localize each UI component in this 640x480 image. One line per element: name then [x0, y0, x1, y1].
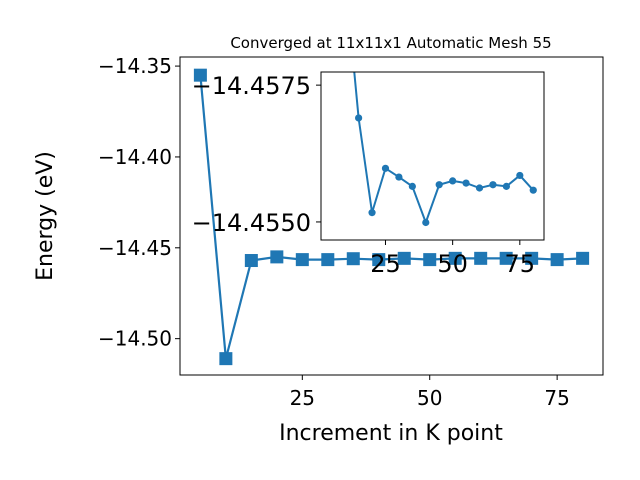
- inset-data-point: [408, 182, 416, 190]
- main-data-point: [525, 251, 539, 265]
- inset-data-point: [462, 179, 470, 187]
- inset-data-point: [368, 209, 376, 217]
- inset-data-point: [449, 177, 457, 185]
- inset-data-point: [422, 218, 430, 227]
- main-x-tick-label: 50: [417, 386, 442, 410]
- main-data-point: [295, 253, 309, 267]
- main-y-tick-label: −14.35: [98, 54, 172, 78]
- inset-plot-frame: [320, 71, 545, 241]
- main-x-tick-label: 25: [290, 386, 315, 410]
- inset-data-point: [381, 164, 390, 172]
- main-data-point: [448, 251, 462, 265]
- main-y-tick-label: −14.50: [98, 327, 172, 351]
- x-axis-label: Increment in K point: [279, 421, 503, 446]
- inset-data-point: [516, 171, 524, 180]
- inset-data-point: [489, 181, 497, 189]
- inset-plot-background: [321, 72, 544, 240]
- main-series-line: [199, 75, 583, 359]
- main-data-point: [193, 68, 207, 82]
- main-data-point: [270, 250, 284, 264]
- main-y-ticks: −14.35 −14.40 −14.45 −14.50: [98, 54, 180, 351]
- inset-y-ticks: −14.4575 −14.4550: [192, 72, 321, 237]
- inset-data-point: [435, 181, 443, 189]
- main-data-point: [550, 253, 564, 267]
- main-chart: −14.35 −14.40 −14.45 −14.50 25 50 75 Converge…: [33, 34, 604, 446]
- main-series-markers: [193, 68, 590, 366]
- main-y-tick-label: −14.40: [98, 145, 172, 169]
- inset-data-point: [475, 184, 484, 192]
- main-data-point: [576, 251, 590, 265]
- main-data-point: [474, 251, 488, 265]
- main-data-point: [244, 254, 258, 268]
- main-data-point: [321, 253, 335, 267]
- main-data-point: [423, 253, 437, 267]
- chart-title: Converged at 11x11x1 Automatic Mesh 55: [230, 34, 551, 52]
- inset-series-markers: [355, 114, 537, 227]
- inset-y-tick-label: −14.4575: [192, 72, 311, 100]
- main-data-point: [346, 252, 360, 266]
- inset-x-tick-label: 75: [505, 250, 536, 278]
- main-x-ticks: 25 50 75: [290, 375, 570, 410]
- main-x-tick-label: 75: [544, 386, 569, 410]
- inset-data-point: [395, 173, 403, 181]
- inset-data-point: [529, 186, 537, 194]
- main-data-point: [219, 352, 233, 366]
- inset-x-tick-label: 50: [437, 250, 468, 278]
- inset-y-tick-label: −14.4550: [192, 209, 311, 237]
- inset-x-tick-label: 25: [370, 250, 401, 278]
- y-axis-label: Energy (eV): [33, 151, 58, 281]
- inset-chart: −14.4575 −14.4550 25 50 75: [192, 71, 545, 278]
- main-data-point: [372, 253, 386, 267]
- inset-x-ticks: 25 50 75: [370, 240, 535, 278]
- main-data-point: [499, 251, 513, 265]
- main-plot-frame: [179, 56, 604, 376]
- main-data-point: [397, 251, 411, 265]
- inset-data-point: [355, 114, 363, 122]
- inset-data-point: [502, 182, 510, 190]
- main-y-tick-label: −14.45: [98, 236, 172, 260]
